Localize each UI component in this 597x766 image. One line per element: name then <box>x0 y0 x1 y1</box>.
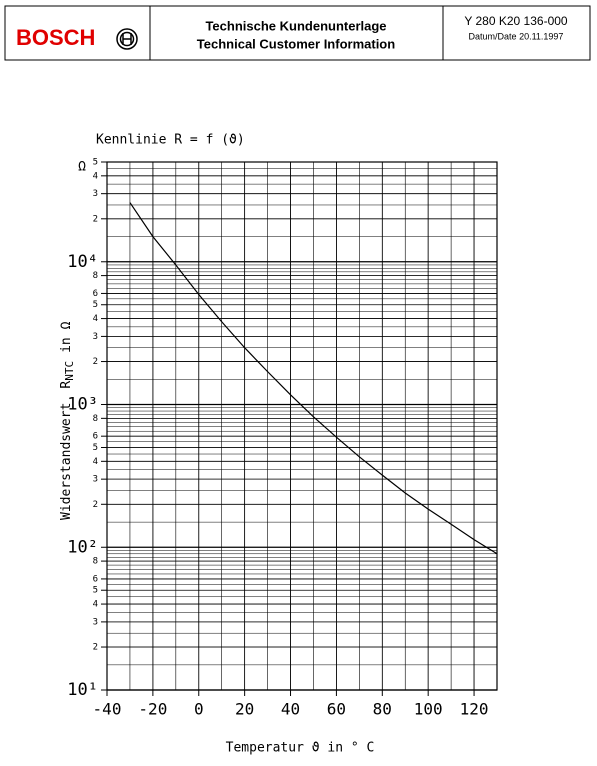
y-tick-label: 10² <box>67 537 98 557</box>
y-tick-label: 3 <box>93 617 98 627</box>
y-tick-label: 6 <box>93 289 98 299</box>
doc-date: Datum/Date 20.11.1997 <box>469 31 564 41</box>
y-tick-label: 5 <box>93 443 98 453</box>
y-axis-label: Widerstandswert RNTC in Ω <box>59 321 77 520</box>
x-tick-label: -40 <box>93 700 122 719</box>
y-tick-label: 2 <box>93 214 98 224</box>
y-tick-label: 10¹ <box>67 680 98 700</box>
x-tick-label: 0 <box>194 700 204 719</box>
header-box <box>4 5 591 61</box>
y-tick-label: 8 <box>93 557 98 567</box>
y-tick-label: 5 <box>93 300 98 310</box>
x-tick-label: 40 <box>281 700 300 719</box>
x-tick-label: 60 <box>327 700 346 719</box>
y-tick-label: 2 <box>93 643 98 653</box>
header: BOSCH Technische Kundenunterlage Technic… <box>4 5 591 61</box>
y-tick-label: 8 <box>93 271 98 281</box>
y-tick-label: 2 <box>93 500 98 510</box>
x-axis-label: Temperatur ϑ in ° C <box>226 741 375 756</box>
y-tick-label: 2 <box>93 357 98 367</box>
y-tick-label: 4 <box>93 314 98 324</box>
title-en: Technical Customer Information <box>197 36 395 51</box>
y-label-unit: in Ω <box>59 321 74 352</box>
y-tick-label: 3 <box>93 332 98 342</box>
curve <box>129 202 498 555</box>
brand-logo <box>116 28 138 50</box>
x-tick-label: -20 <box>138 700 167 719</box>
y-tick-label: 10⁴ <box>67 252 98 272</box>
x-tick-label: 20 <box>235 700 254 719</box>
brand: BOSCH <box>16 25 95 50</box>
y-tick-label: 8 <box>93 414 98 424</box>
title-de: Technische Kundenunterlage <box>205 18 386 33</box>
y-tick-label: 6 <box>93 574 98 584</box>
y-tick-label: 4 <box>93 600 98 610</box>
y-tick-label: 5 <box>93 158 98 168</box>
y-tick-label: 10³ <box>67 395 98 415</box>
y-tick-label: 6 <box>93 432 98 442</box>
y-label-subscript: NTC <box>63 361 76 381</box>
doc-number: Y 280 K20 136-000 <box>464 14 568 28</box>
plot-frame <box>106 161 498 691</box>
x-tick-label: 80 <box>373 700 392 719</box>
y-tick-label: 3 <box>93 189 98 199</box>
y-label-name: Widerstandswert <box>59 403 74 520</box>
y-label-symbol: R <box>59 381 74 389</box>
y-tick-label: 4 <box>93 457 98 467</box>
x-tick-label: 100 <box>414 700 443 719</box>
y-tick-label: 3 <box>93 475 98 485</box>
y-tick-label: 5 <box>93 586 98 596</box>
y-unit: Ω <box>78 160 86 175</box>
chart-title: Kennlinie R = f (ϑ) <box>96 133 245 148</box>
y-tick-label: 4 <box>93 171 98 181</box>
x-tick-label: 120 <box>460 700 489 719</box>
